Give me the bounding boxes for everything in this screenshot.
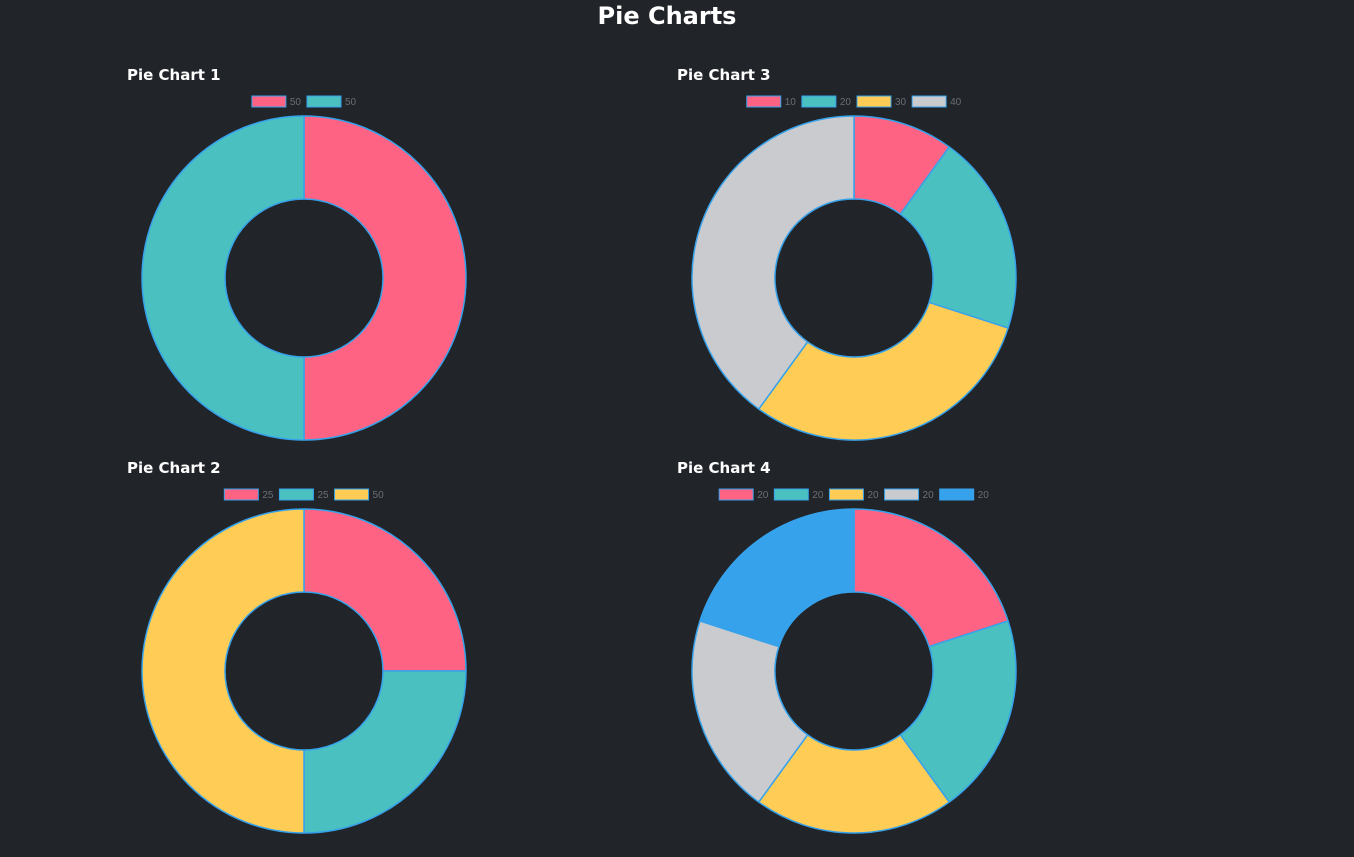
legend-item[interactable]: 20 [801, 95, 852, 108]
pie-chart-2: 25 25 50 [141, 488, 467, 834]
page-title: Pie Charts [597, 2, 737, 30]
pie-chart-1: 50 50 [141, 95, 467, 441]
legend-swatch [884, 488, 920, 501]
pie-slice[interactable] [691, 115, 855, 410]
legend-swatch [278, 488, 314, 501]
legend-swatch [251, 95, 287, 108]
chart-title: Pie Chart 1 [127, 66, 221, 84]
legend-swatch [856, 95, 892, 108]
legend-item[interactable]: 50 [306, 95, 357, 108]
pie-slice[interactable] [303, 115, 467, 441]
legend-label: 40 [950, 97, 962, 108]
legend-swatch [939, 488, 975, 501]
legend-item[interactable]: 50 [251, 95, 302, 108]
legend-label: 50 [345, 97, 357, 108]
legend-label: 20 [840, 97, 852, 108]
legend-label: 20 [867, 490, 879, 501]
legend-item[interactable]: 20 [939, 488, 990, 501]
legend-label: 10 [785, 97, 797, 108]
legend-item[interactable]: 25 [223, 488, 274, 501]
legend-item[interactable]: 25 [278, 488, 329, 501]
pie-chart-4-panel: 20 20 20 20 20 Pie Chart 4 [677, 459, 1077, 843]
legend-label: 20 [812, 490, 824, 501]
legend-swatch [718, 488, 754, 501]
legend-swatch [773, 488, 809, 501]
legend-swatch [911, 95, 947, 108]
pie-slice[interactable] [899, 620, 1017, 803]
chart-title: Pie Chart 4 [677, 459, 771, 477]
pie-chart-1-panel: 50 50 Pie Chart 1 [127, 66, 527, 450]
pie-slice[interactable] [141, 115, 305, 441]
pie-slice[interactable] [899, 146, 1017, 329]
pie-slice[interactable] [758, 734, 950, 834]
chart-title: Pie Chart 2 [127, 459, 221, 477]
pie-slice[interactable] [691, 620, 809, 803]
legend-label: 20 [978, 490, 990, 501]
legend-item[interactable]: 10 [746, 95, 797, 108]
pie-chart-4: 20 20 20 20 20 [691, 488, 1017, 834]
legend-item[interactable]: 20 [884, 488, 935, 501]
chart-title: Pie Chart 3 [677, 66, 771, 84]
pie-slice[interactable] [853, 508, 1009, 648]
legend-item[interactable]: 20 [828, 488, 879, 501]
legend-label: 20 [923, 490, 935, 501]
pie-slice[interactable] [699, 508, 855, 648]
legend-label: 50 [373, 490, 385, 501]
legend-item[interactable]: 40 [911, 95, 962, 108]
legend-swatch [334, 488, 370, 501]
legend-item[interactable]: 50 [334, 488, 385, 501]
legend-label: 20 [757, 490, 769, 501]
legend-label: 25 [262, 490, 274, 501]
pie-slice[interactable] [758, 301, 1009, 441]
legend-item[interactable]: 20 [773, 488, 824, 501]
pie-chart-2-panel: 25 25 50 Pie Chart 2 [127, 459, 527, 843]
legend-swatch [746, 95, 782, 108]
legend-swatch [828, 488, 864, 501]
legend-swatch [223, 488, 259, 501]
legend-item[interactable]: 30 [856, 95, 907, 108]
pie-chart-3-panel: 10 20 30 40 Pie Chart 3 [677, 66, 1077, 450]
pie-chart-3: 10 20 30 40 [691, 95, 1017, 441]
legend-swatch [801, 95, 837, 108]
legend-label: 50 [290, 97, 302, 108]
pie-slice[interactable] [141, 508, 305, 834]
legend-item[interactable]: 20 [718, 488, 769, 501]
legend-swatch [306, 95, 342, 108]
legend-label: 25 [317, 490, 329, 501]
legend-label: 30 [895, 97, 907, 108]
pie-slice[interactable] [303, 670, 467, 834]
pie-slice[interactable] [303, 508, 467, 672]
